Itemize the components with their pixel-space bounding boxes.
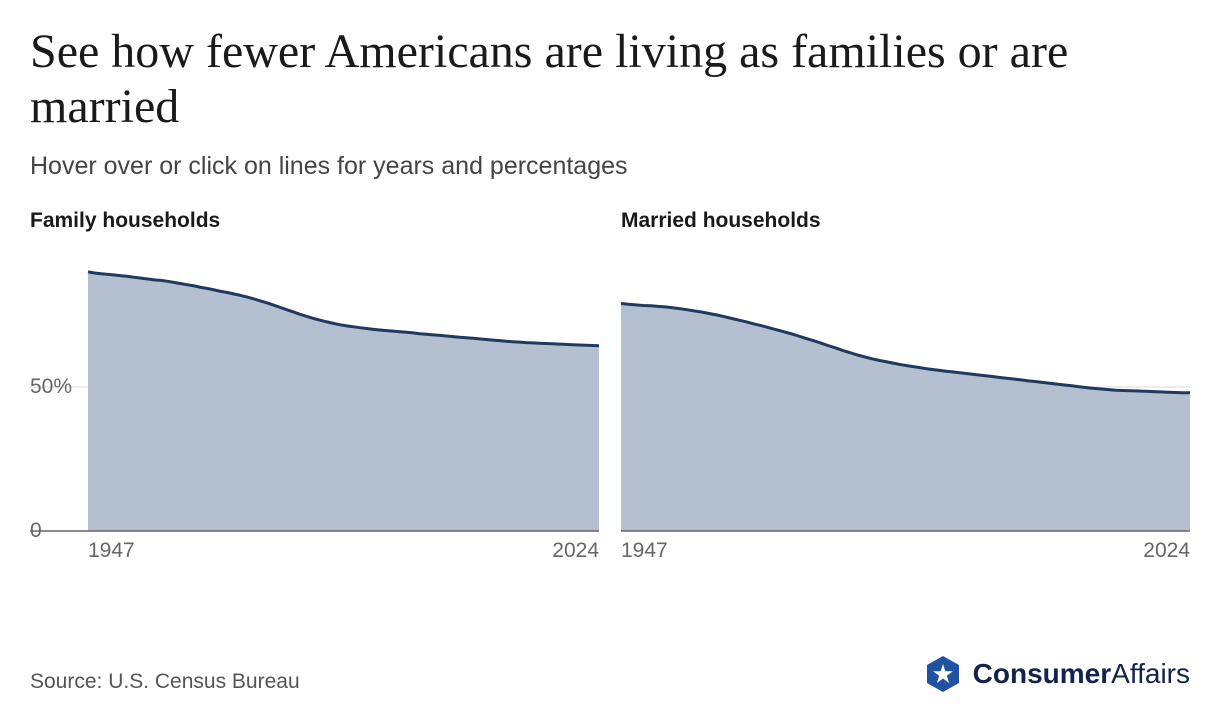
- chart-married-title: Married households: [621, 209, 1190, 233]
- x-axis-label: 2024: [1143, 539, 1190, 563]
- chart-family-plot[interactable]: 0 50% 1947 2024: [30, 243, 599, 567]
- x-axis-label: 1947: [621, 539, 668, 563]
- y-axis-label: 50%: [30, 375, 72, 399]
- x-axis-label: 2024: [552, 539, 599, 563]
- headline: See how fewer Americans are living as fa…: [30, 24, 1190, 134]
- brand-text-bold: Consumer: [973, 658, 1111, 689]
- brand-logo: ConsumerAffairs: [923, 654, 1190, 694]
- chart-family-title: Family households: [30, 209, 599, 233]
- brand-text-light: Affairs: [1111, 658, 1190, 689]
- chart-married-plot[interactable]: 1947 2024: [621, 243, 1190, 567]
- brand-badge-icon: [923, 654, 963, 694]
- chart-family: Family households 0 50% 1947 2024: [30, 209, 599, 567]
- x-axis-label: 1947: [88, 539, 135, 563]
- charts-row: Family households 0 50% 1947 2024 Married h…: [30, 209, 1190, 567]
- y-axis-label: 0: [30, 519, 42, 543]
- source-text: Source: U.S. Census Bureau: [30, 670, 300, 694]
- footer: Source: U.S. Census Bureau ConsumerAffai…: [30, 654, 1190, 694]
- brand-text: ConsumerAffairs: [973, 658, 1190, 690]
- chart-married: Married households 1947 2024: [621, 209, 1190, 567]
- subhead: Hover over or click on lines for years a…: [30, 152, 1190, 181]
